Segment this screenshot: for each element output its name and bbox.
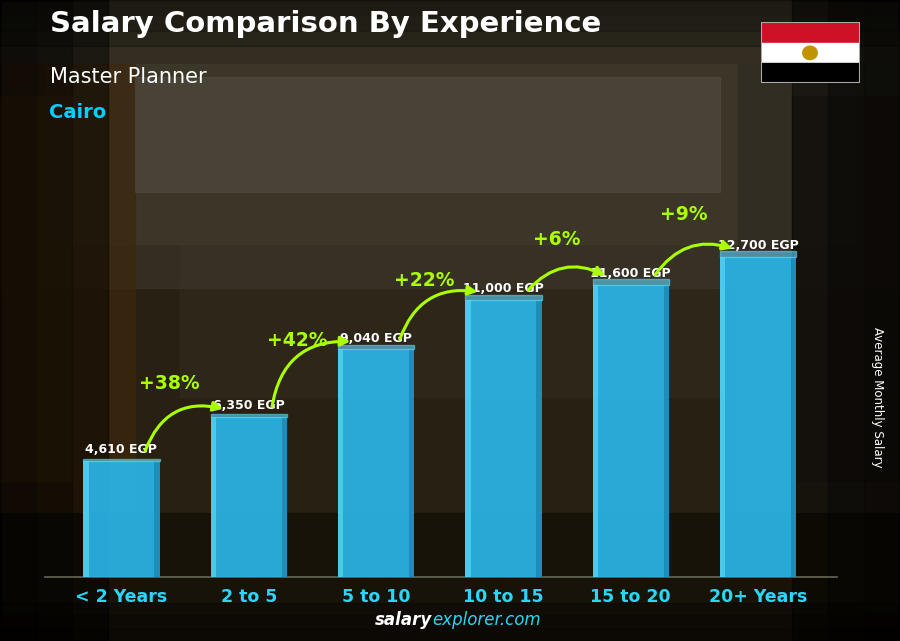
Text: 6,350 EGP: 6,350 EGP (213, 399, 284, 412)
Bar (792, 96, 900, 481)
Polygon shape (720, 251, 796, 257)
Bar (720, 257, 796, 577)
Text: explorer.com: explorer.com (432, 612, 541, 629)
Bar (592, 285, 669, 577)
FancyArrowPatch shape (528, 267, 602, 290)
Text: +6%: +6% (533, 230, 580, 249)
Bar (0, 615, 900, 641)
FancyArrowPatch shape (272, 337, 346, 406)
Text: Average Monthly Salary: Average Monthly Salary (871, 327, 884, 468)
Bar (211, 417, 287, 577)
Text: +9%: +9% (661, 205, 708, 224)
Bar (154, 461, 159, 577)
Text: Salary Comparison By Experience: Salary Comparison By Experience (50, 10, 601, 38)
FancyArrowPatch shape (400, 287, 474, 339)
Bar (663, 285, 669, 577)
Polygon shape (465, 295, 542, 300)
Bar (760, 22, 860, 43)
Bar (864, 0, 900, 641)
Circle shape (803, 46, 817, 60)
Text: 4,610 EGP: 4,610 EGP (86, 443, 158, 456)
Bar (211, 417, 216, 577)
Bar (720, 257, 725, 577)
Bar (828, 0, 900, 641)
Bar (0, 0, 900, 46)
Bar (792, 0, 900, 641)
Text: +38%: +38% (140, 374, 200, 393)
Bar (338, 349, 414, 577)
Bar (0, 0, 900, 288)
Bar (338, 349, 343, 577)
Bar (465, 300, 542, 577)
Text: 9,040 EGP: 9,040 EGP (340, 331, 412, 345)
Bar (791, 257, 796, 577)
Text: 12,700 EGP: 12,700 EGP (717, 239, 798, 253)
Text: 11,600 EGP: 11,600 EGP (590, 267, 671, 280)
Text: Cairo: Cairo (50, 103, 107, 122)
Text: 11,000 EGP: 11,000 EGP (463, 282, 544, 296)
Text: Master Planner: Master Planner (50, 67, 206, 87)
Bar (592, 285, 598, 577)
Bar (465, 300, 471, 577)
Bar (0, 96, 72, 481)
Polygon shape (592, 279, 669, 285)
FancyArrowPatch shape (145, 403, 220, 451)
FancyArrowPatch shape (655, 242, 729, 275)
Bar (409, 349, 414, 577)
Polygon shape (338, 345, 414, 349)
Bar (83, 461, 159, 577)
Polygon shape (83, 459, 159, 461)
Bar (760, 63, 860, 83)
Polygon shape (211, 414, 287, 417)
Bar (0, 64, 135, 513)
Bar (282, 417, 287, 577)
Bar (760, 43, 860, 63)
Text: +42%: +42% (267, 331, 328, 350)
Bar (135, 77, 720, 192)
Bar (45, 64, 855, 244)
Bar (0, 0, 72, 641)
Bar (536, 300, 542, 577)
Bar (180, 205, 720, 397)
Bar (0, 0, 36, 641)
Text: +22%: +22% (394, 271, 454, 290)
Bar (0, 0, 900, 15)
Bar (738, 64, 900, 513)
Bar (0, 0, 900, 31)
Bar (0, 0, 108, 641)
Bar (0, 513, 900, 641)
Text: salary: salary (374, 612, 432, 629)
Bar (0, 603, 900, 641)
Bar (83, 461, 88, 577)
Bar (0, 628, 900, 641)
